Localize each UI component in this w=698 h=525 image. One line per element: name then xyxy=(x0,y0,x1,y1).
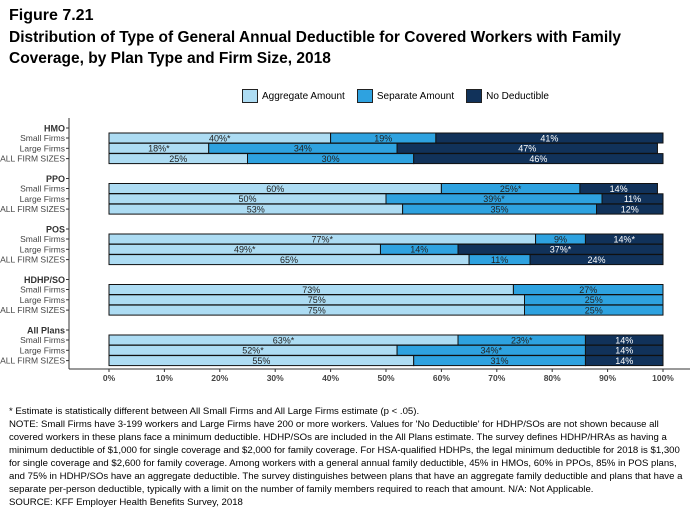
x-tick-label: 40% xyxy=(322,373,339,383)
footnote-significance: * Estimate is statistically different be… xyxy=(9,406,420,417)
x-tick-label: 80% xyxy=(544,373,561,383)
legend-label: Separate Amount xyxy=(376,90,455,102)
row-label: ALL FIRM SIZES xyxy=(0,305,65,315)
data-label: 11% xyxy=(491,255,508,265)
bar-segment xyxy=(529,254,664,266)
x-tick-label: 30% xyxy=(267,373,284,383)
data-label: 19% xyxy=(374,133,392,143)
legend-item-separate: Separate Amount xyxy=(356,89,455,103)
data-label: 14% xyxy=(615,335,633,345)
data-label: 34%* xyxy=(481,346,503,356)
figure-label: Figure 7.21 xyxy=(9,7,94,24)
data-label: 12% xyxy=(621,204,639,214)
bar-segment xyxy=(584,355,664,367)
legend: Aggregate Amount Separate Amount No Dedu… xyxy=(242,89,549,103)
data-label: 24% xyxy=(588,255,606,265)
row-label: ALL FIRM SIZES xyxy=(0,204,65,214)
data-label: 49%* xyxy=(234,245,256,255)
footnote-source: SOURCE: KFF Employer Health Benefits Sur… xyxy=(9,497,243,508)
bar-segment xyxy=(596,203,664,215)
data-label: 52%* xyxy=(242,346,264,356)
data-label: 14% xyxy=(615,346,633,356)
row-label: Small Firms xyxy=(20,234,65,244)
chart-title: Distribution of Type of General Annual D… xyxy=(9,29,622,67)
data-label: 75% xyxy=(308,305,326,315)
data-label: 34% xyxy=(294,144,312,154)
data-label: 65% xyxy=(280,255,298,265)
legend-item-aggregate: Aggregate Amount xyxy=(242,89,345,103)
data-label: 55% xyxy=(252,356,270,366)
data-label: 53% xyxy=(247,204,265,214)
bar-segment xyxy=(413,153,664,165)
data-label: 25% xyxy=(169,154,187,164)
data-label: 75% xyxy=(308,295,326,305)
group-label: POS xyxy=(46,225,65,235)
data-label: 35% xyxy=(491,204,509,214)
data-label: 25% xyxy=(585,295,603,305)
data-label: 50% xyxy=(238,194,256,204)
data-label: 14% xyxy=(610,184,628,194)
row-label: ALL FIRM SIZES xyxy=(0,255,65,265)
data-label: 18%* xyxy=(148,144,170,154)
data-label: 14% xyxy=(410,245,428,255)
data-label: 27% xyxy=(579,285,597,295)
data-label: 47% xyxy=(518,144,536,154)
x-tick-label: 60% xyxy=(433,373,450,383)
x-tick-label: 100% xyxy=(652,373,674,383)
data-label: 14%* xyxy=(613,234,635,244)
group-label: PPO xyxy=(46,174,65,184)
data-label: 11% xyxy=(624,194,641,204)
group-label: All Plans xyxy=(27,326,65,336)
row-label: Small Firms xyxy=(20,285,65,295)
data-label: 63%* xyxy=(273,335,295,345)
data-label: 14% xyxy=(615,356,633,366)
data-label: 77%* xyxy=(312,234,334,244)
x-tick-label: 70% xyxy=(488,373,505,383)
bar-segment xyxy=(524,304,664,316)
notes: * Estimate is statistically different be… xyxy=(9,405,691,509)
data-label: 39%* xyxy=(483,194,505,204)
data-label: 23%* xyxy=(511,335,533,345)
row-label: Large Firms xyxy=(20,143,65,153)
row-label: Small Firms xyxy=(20,335,65,345)
x-tick-label: 0% xyxy=(103,373,116,383)
row-label: ALL FIRM SIZES xyxy=(0,154,65,164)
legend-swatch xyxy=(466,89,483,103)
x-tick-label: 90% xyxy=(599,373,616,383)
data-label: 37%* xyxy=(550,245,572,255)
row-label: Small Firms xyxy=(20,133,65,143)
data-label: 40%* xyxy=(209,133,231,143)
group-label: HDHP/SO xyxy=(24,275,65,285)
legend-swatch xyxy=(242,89,258,103)
x-tick-label: 50% xyxy=(377,373,394,383)
row-label: Large Firms xyxy=(20,244,65,254)
legend-label: Aggregate Amount xyxy=(262,90,345,102)
data-label: 31% xyxy=(491,356,509,366)
row-label: Large Firms xyxy=(20,295,65,305)
data-label: 46% xyxy=(529,154,547,164)
group-label: HMO xyxy=(44,124,65,134)
data-label: 41% xyxy=(540,133,558,143)
legend-swatch xyxy=(356,89,373,103)
data-label: 9% xyxy=(554,234,567,244)
data-label: 73% xyxy=(302,285,320,295)
row-label: ALL FIRM SIZES xyxy=(0,356,65,366)
row-label: Small Firms xyxy=(20,184,65,194)
data-label: 60% xyxy=(266,184,284,194)
data-label: 25% xyxy=(585,305,603,315)
legend-label: No Deductible xyxy=(486,90,549,102)
data-label: 25%* xyxy=(500,184,522,194)
data-label: 30% xyxy=(322,154,340,164)
x-tick-label: 10% xyxy=(156,373,173,383)
footnote-note: NOTE: Small Firms have 3-199 workers and… xyxy=(9,419,683,495)
legend-item-none: No Deductible xyxy=(466,89,549,103)
row-label: Large Firms xyxy=(20,194,65,204)
x-tick-label: 20% xyxy=(211,373,228,383)
row-label: Large Firms xyxy=(20,345,65,355)
